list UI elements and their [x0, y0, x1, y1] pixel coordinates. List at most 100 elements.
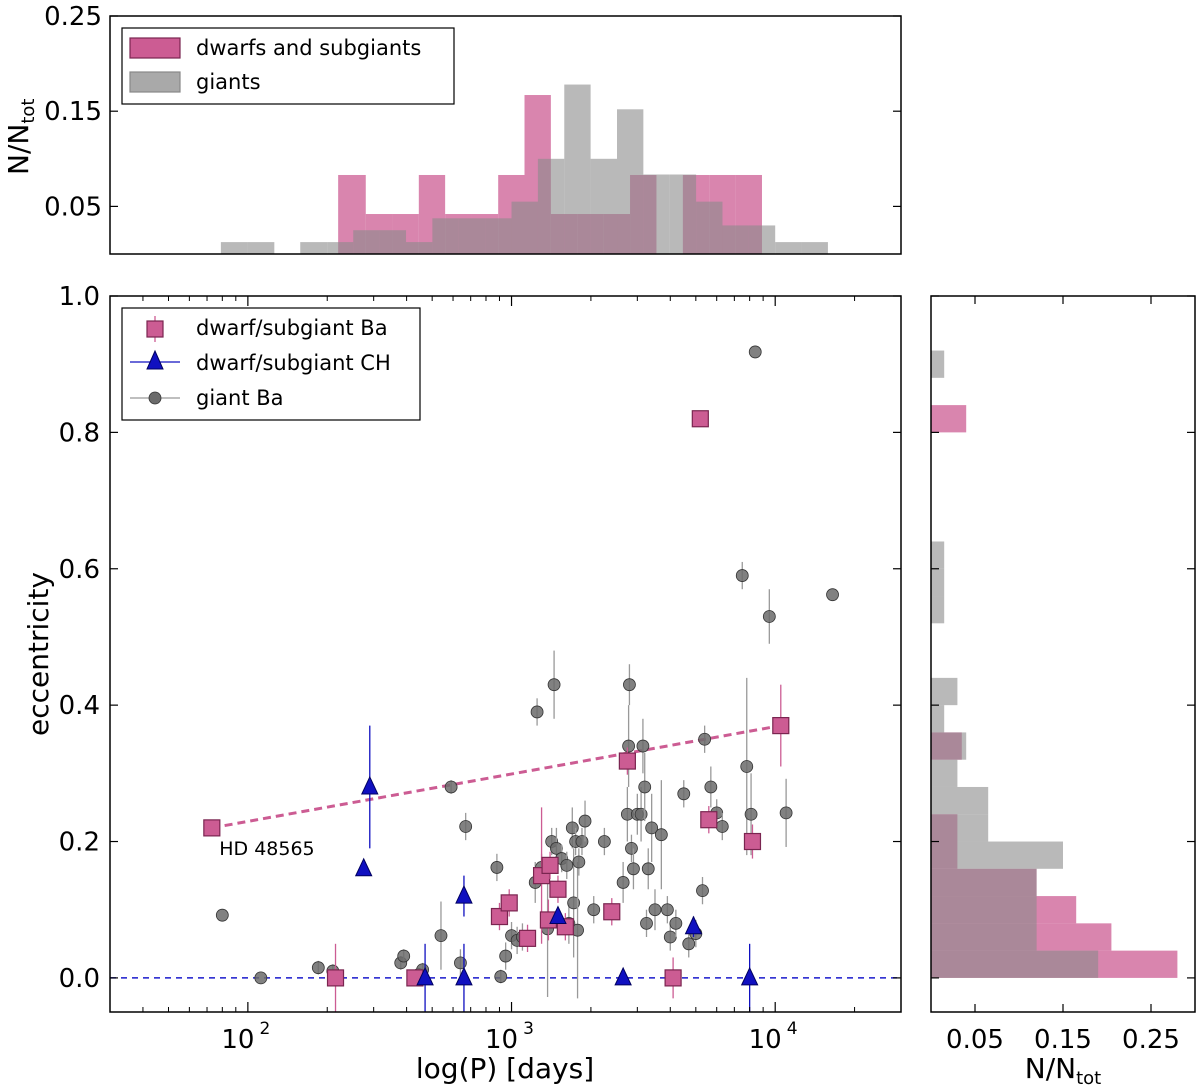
dwarf-ba-point [549, 880, 567, 898]
x-tick-label: 10 [485, 1025, 518, 1055]
right-y-ticks [931, 295, 1195, 979]
right-bar-giant [931, 705, 945, 733]
giant-ba-point [254, 971, 268, 985]
right-histogram-panel: 0.05 0.15 0.25 N/Ntot [930, 295, 1196, 1089]
right-bar-giant [931, 759, 958, 787]
legend-label-dwarf-ba: dwarf/subgiant Ba [196, 316, 388, 340]
giant-ba-point [397, 949, 411, 963]
top-bar-giant [327, 242, 354, 254]
giant-ba-point [499, 949, 513, 963]
giant-ba-point [648, 903, 662, 917]
top-legend: dwarfs and subgiants giants [121, 27, 455, 105]
top-bar-giant [537, 158, 565, 254]
x-tick-exponent: 2 [259, 1019, 270, 1039]
dwarf-ch-point [416, 966, 434, 986]
right-x-tick-label: 0.15 [1034, 1025, 1092, 1055]
giant-ba-points [215, 345, 839, 999]
legend-label-dwarf-ch: dwarf/subgiant CH [196, 351, 391, 375]
top-histogram-frame [109, 15, 902, 255]
dwarf-ba-point [618, 752, 636, 770]
legend-circle [148, 391, 162, 405]
dwarf-ch-point [455, 884, 473, 904]
dwarf-ba-point [743, 832, 762, 851]
giant-ba-point [740, 760, 754, 773]
giant-ba-point [560, 858, 574, 872]
legend-triangle [146, 349, 164, 370]
dwarf-ch-point [740, 966, 759, 986]
top-bar-giant [511, 201, 538, 254]
right-x-tick-label: 0.25 [1122, 1025, 1180, 1055]
giant-ba-point [640, 916, 653, 930]
right-bar-giant [931, 541, 945, 569]
giant-ba-point [587, 903, 601, 917]
scatter-legend: dwarf/subgiant Ba dwarf/subgiant CH gian… [121, 307, 421, 421]
giant-ba-point [215, 908, 229, 922]
right-bar-giant [931, 786, 989, 815]
legend-label-giant-ba: giant Ba [196, 386, 284, 410]
giant-ba-point [704, 780, 718, 794]
scatter-panel: HD 48565 0.00.20.40.60.81.0 10 2 10 3 10 4 lo… [22, 282, 902, 1085]
top-bar-giant [748, 225, 776, 254]
dwarf-ch-point [354, 857, 373, 877]
top-bar-giant [247, 242, 275, 254]
giant-ba-point [623, 678, 636, 692]
giant-ba-point [616, 876, 630, 889]
right-bar-giant [931, 350, 945, 378]
top-bar-giant [775, 242, 802, 254]
dwarf-ch-point [549, 905, 567, 925]
dwarf-ch-point [360, 775, 379, 795]
giant-ba-point [735, 569, 749, 582]
giant-ba-point [645, 821, 659, 835]
giant-ba-point [669, 916, 683, 930]
giant-ba-point [779, 806, 793, 820]
dwarf-ba-points [203, 410, 790, 1012]
top-y-tick-label: 0.25 [44, 2, 102, 32]
legend-marker-dwarf-ch [130, 349, 180, 370]
giant-ba-point [625, 841, 638, 855]
right-bar-giant [931, 814, 989, 842]
top-bar-giant [722, 225, 749, 254]
top-histogram-panel: 0.05 0.15 0.25 N/Ntot dwarfs and subgiants… [2, 2, 902, 255]
right-bar-giant [931, 868, 1037, 897]
right-x-ticks: 0.05 0.15 0.25 [946, 296, 1180, 1055]
dwarf-ba-point [518, 929, 537, 947]
giant-ba-point [715, 820, 729, 833]
giant-ba-point [490, 861, 504, 874]
dwarf-ba-point [772, 716, 790, 735]
top-bar-giant [300, 242, 328, 254]
giant-ba-point [575, 835, 589, 848]
scatter-legend-box [121, 307, 421, 421]
giant-ba-point [826, 588, 839, 602]
dwarf-ba-point [603, 903, 621, 921]
giant-ba-point [698, 732, 712, 746]
y-tick-label: 1.0 [59, 282, 100, 312]
giant-ba-point [636, 739, 650, 753]
legend-marker-dwarf-ba [146, 316, 164, 342]
scatter-frame [109, 295, 902, 1013]
x-tick-label: 10 [749, 1025, 782, 1055]
top-bar-giant [379, 230, 407, 254]
right-bar-dwarf [931, 405, 967, 433]
top-bar-giant [590, 158, 618, 254]
top-bar-giant [432, 218, 459, 254]
legend-label-dwarfs: dwarfs and subgiants [196, 36, 421, 60]
dwarf-ba-point [326, 969, 345, 987]
giant-ba-point [547, 678, 561, 692]
hd48565-trend-line [211, 724, 782, 830]
legend-label-giants: giants [196, 70, 261, 94]
legend-marker-giant-ba [130, 391, 180, 405]
dwarf-ba-point [203, 819, 221, 837]
top-bar-giant [669, 174, 697, 254]
top-bar-giant [485, 218, 512, 254]
dwarf-ba-point [541, 856, 559, 874]
giant-ba-point [638, 780, 652, 794]
y-tick-label: 0.2 [59, 828, 100, 858]
scatter-y-ticks: 0.0 0.2 0.4 0.6 0.8 1.0 [59, 282, 901, 994]
legend-swatch-dwarfs [129, 37, 181, 59]
right-bar-giant [931, 677, 958, 706]
dwarf-ba-point [500, 894, 518, 912]
right-histogram-bars [931, 350, 1178, 978]
top-y-tick-label: 0.05 [44, 192, 102, 222]
giant-ba-point [597, 835, 611, 848]
